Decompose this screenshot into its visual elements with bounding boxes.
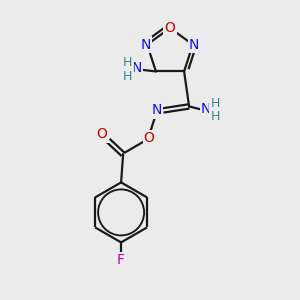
- Text: N: N: [152, 103, 162, 117]
- Text: F: F: [117, 254, 125, 267]
- Text: H: H: [210, 110, 220, 123]
- Text: H: H: [123, 56, 133, 69]
- Text: N: N: [201, 102, 211, 116]
- Text: O: O: [144, 131, 154, 146]
- Text: O: O: [165, 21, 176, 35]
- Text: H: H: [123, 70, 133, 83]
- Text: O: O: [97, 128, 107, 141]
- Text: N: N: [189, 38, 199, 52]
- Text: N: N: [132, 61, 142, 75]
- Text: H: H: [210, 97, 220, 110]
- Text: N: N: [141, 38, 152, 52]
